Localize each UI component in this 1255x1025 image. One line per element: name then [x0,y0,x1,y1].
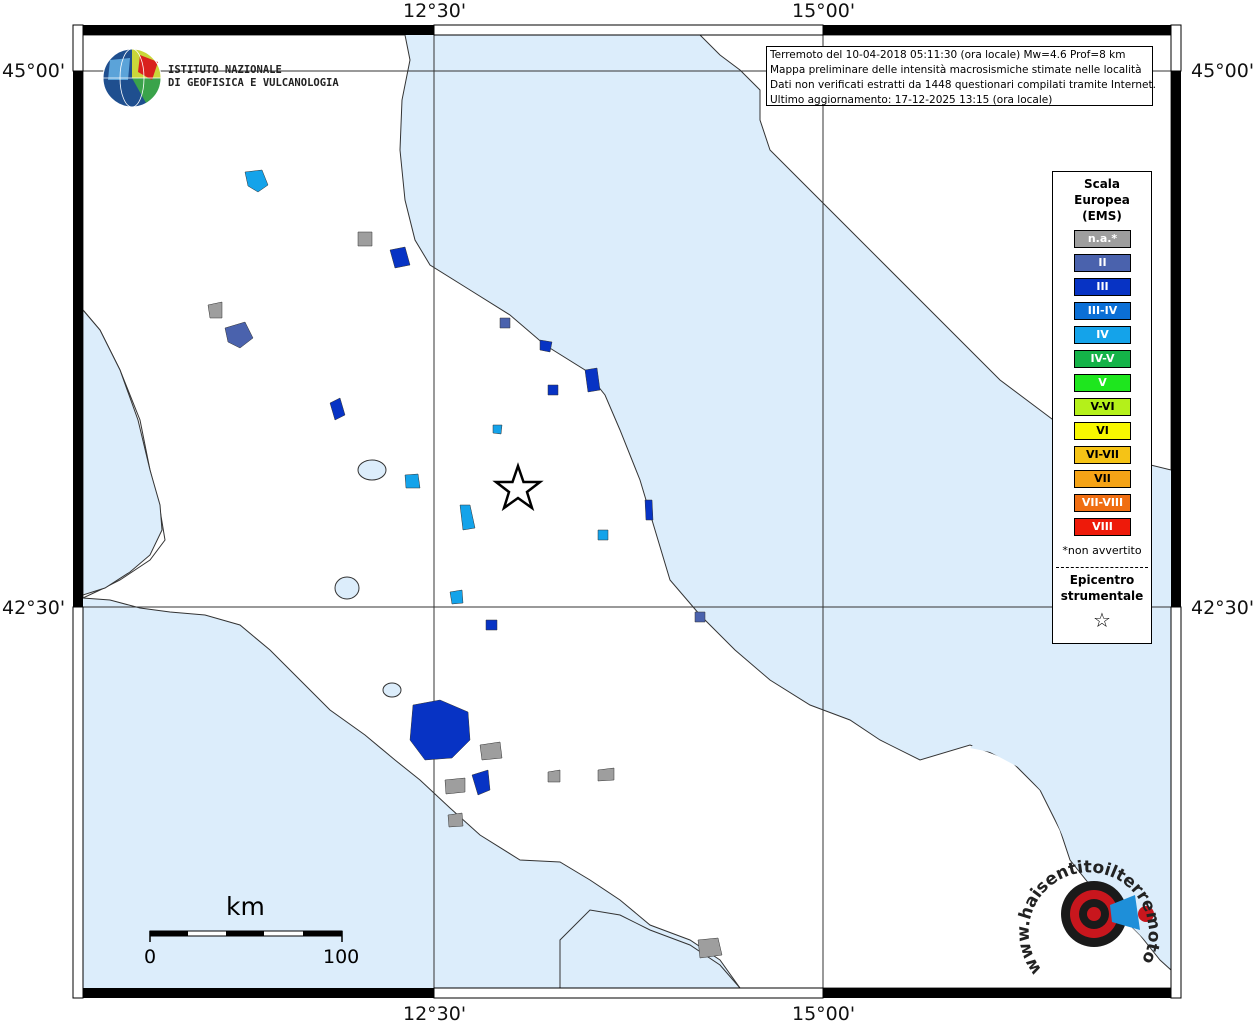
lake-trasimeno [357,459,387,481]
legend-swatch-vi: VI [1074,422,1131,440]
lat-label-left-bottom: 42°30' [2,597,66,619]
legend-note: *non avvertito [1062,544,1142,557]
scale-unit: km [226,892,265,921]
legend-swatch-v: V [1074,374,1131,392]
scale-end: 100 [323,946,360,968]
legend-swatch-vii-viii: VII-VIII [1074,494,1131,512]
land-italy [82,34,1172,989]
legend-title-1: Scala [1083,177,1121,191]
lat-label-right-bottom: 42°30' [1191,597,1255,619]
legend-title-2: Europea [1074,193,1130,207]
frame-bars [72,24,1182,999]
lake-bracciano [382,682,402,698]
legend-swatch-viii: VIII [1074,518,1131,536]
scale-bar [149,930,343,942]
scale-start: 0 [144,946,157,968]
legend-epicenter-1: Epicentro [1069,573,1135,587]
legend-swatch-vi-vii: VI-VII [1074,446,1131,464]
haisentito-logo [1061,881,1154,947]
watermark: www.haisentitoilterremoto.it [1008,825,1172,1000]
intensity-patches [207,169,723,959]
lake-bolsena [334,576,360,600]
epicenter-star[interactable] [492,462,544,512]
sea-naples [559,909,742,989]
info-line2: Mappa preliminare delle intensità macros… [770,64,1142,76]
legend-title-3: (EMS) [1082,209,1122,223]
legend-swatch-iv: IV [1074,326,1131,344]
legend-swatch-iii-iv: III-IV [1074,302,1131,320]
legend-swatch-na: n.a.* [1074,230,1131,248]
legend-swatch-vii: VII [1074,470,1131,488]
legend-star-icon: ☆ [1093,608,1111,632]
lon-label-top-right: 15°00' [792,0,856,22]
info-line4: Ultimo aggiornamento: 17-12-2025 13:15 (… [770,94,1053,106]
lon-label-bottom-left: 12°30' [403,1003,467,1025]
legend-swatch-v-vi: V-VI [1074,398,1131,416]
institute-line2: DI GEOFISICA E VULCANOLOGIA [168,77,339,89]
svg-text:www.haisentitoilterremoto.it: www.haisentitoilterremoto.it [1012,840,1164,978]
watermark-arc: www.haisentitoilterremoto.it [1008,825,1164,978]
lat-label-right-top: 45°00' [1191,60,1255,82]
institute-line1: ISTITUTO NAZIONALE [168,64,282,76]
info-line3: Dati non verificati estratti da 1448 que… [770,79,1156,91]
legend-swatch-iii: III [1074,278,1131,296]
event-info-box: Terremoto del 10-04-2018 05:11:30 (ora l… [766,46,1156,106]
info-line1: Terremoto del 10-04-2018 05:11:30 (ora l… [770,49,1126,61]
ingv-logo-globe [102,48,162,108]
legend-swatch-ii: II [1074,254,1131,272]
legend: Scala Europea (EMS) n.a.* II III III-IV IV IV… [1052,171,1152,644]
lon-label-top-left: 12°30' [403,0,467,22]
legend-swatch-iv-v: IV-V [1074,350,1131,368]
lon-label-bottom-right: 15°00' [792,1003,856,1025]
institute-name: ISTITUTO NAZIONALE DI GEOFISICA E VULCAN… [168,64,339,90]
legend-divider [1056,567,1148,568]
lat-label-left-top: 45°00' [2,60,66,82]
sea-tyrrhenian [82,308,163,596]
legend-epicenter-2: strumentale [1060,589,1144,603]
